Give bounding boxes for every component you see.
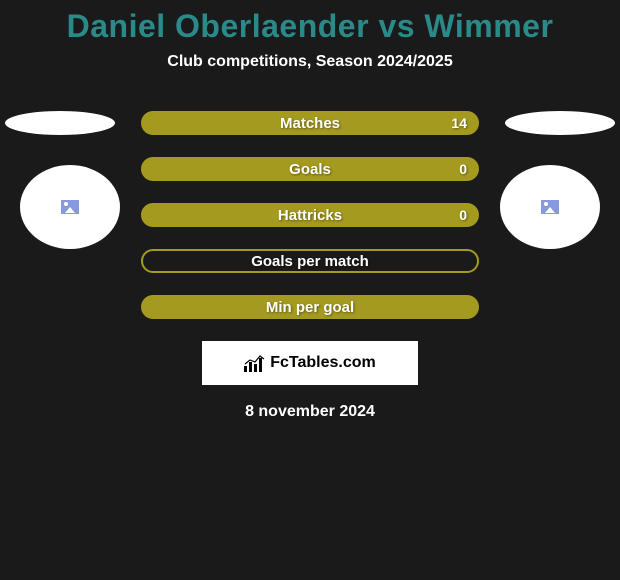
- container: Daniel Oberlaender vs Wimmer Club compet…: [0, 0, 620, 580]
- player-right-marker: [505, 111, 615, 135]
- stat-value-right: 0: [459, 207, 467, 223]
- stat-label: Min per goal: [266, 299, 354, 316]
- stat-row: Goals per match: [0, 249, 620, 273]
- chart-icon: [244, 354, 266, 372]
- stat-label: Goals: [289, 161, 331, 178]
- player-left-avatar: [20, 165, 120, 249]
- stat-value-right: 0: [459, 161, 467, 177]
- stat-label: Hattricks: [278, 207, 342, 224]
- stat-bar-min-per-goal: Min per goal: [141, 295, 479, 319]
- player-left-marker: [5, 111, 115, 135]
- stat-label: Matches: [280, 115, 340, 132]
- player-right-avatar: [500, 165, 600, 249]
- stat-value-right: 14: [451, 115, 467, 131]
- date-label: 8 november 2024: [0, 403, 620, 421]
- stat-bar-hattricks: Hattricks 0: [141, 203, 479, 227]
- image-placeholder-icon: [61, 200, 79, 214]
- stat-label: Goals per match: [251, 253, 369, 270]
- subtitle: Club competitions, Season 2024/2025: [0, 53, 620, 71]
- page-title: Daniel Oberlaender vs Wimmer: [0, 8, 620, 45]
- image-placeholder-icon: [541, 200, 559, 214]
- stat-row: Min per goal: [0, 295, 620, 319]
- logo: FcTables.com: [202, 341, 418, 385]
- stat-bar-goals-per-match: Goals per match: [141, 249, 479, 273]
- stat-bar-matches: Matches 14: [141, 111, 479, 135]
- stat-bar-goals: Goals 0: [141, 157, 479, 181]
- logo-text: FcTables.com: [270, 354, 376, 372]
- comparison-content: Matches 14 Goals 0 Hattricks 0 Goals per…: [0, 111, 620, 421]
